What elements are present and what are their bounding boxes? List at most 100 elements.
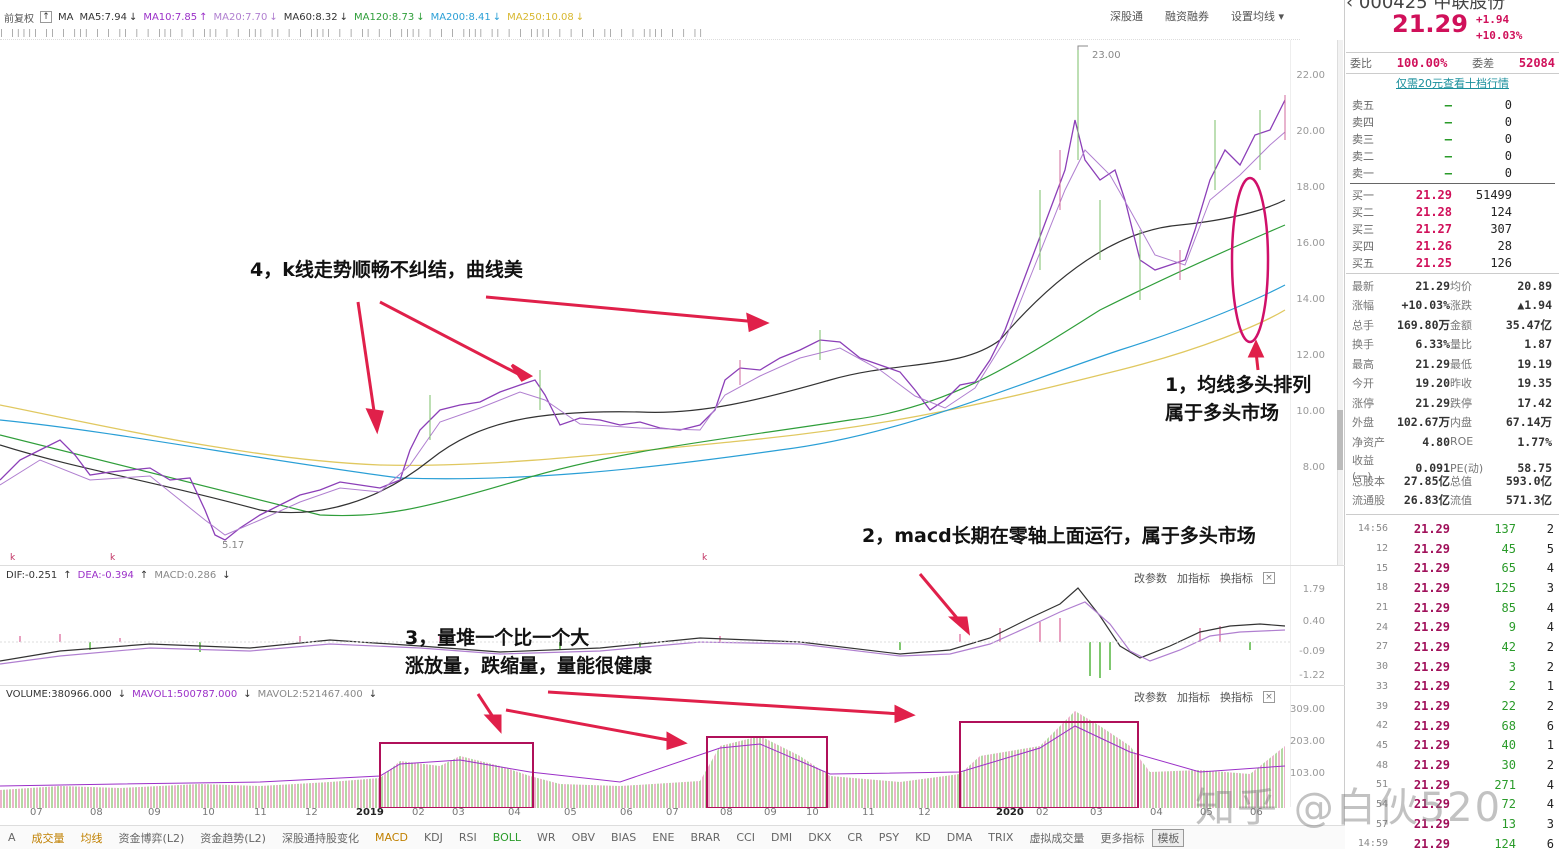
ma-settings-button[interactable]: 设置均线 ▾ bbox=[1230, 10, 1284, 23]
tab-fund-trend[interactable]: 资金趋势(L2) bbox=[200, 831, 266, 845]
order-ratio-row: 委比 100.00% 委差 52084 bbox=[1346, 52, 1559, 74]
tab-more-indicators[interactable]: 更多指标 bbox=[1100, 831, 1145, 845]
tab-dma[interactable]: DMA bbox=[946, 831, 973, 844]
tick-row: 18 21.29 125 3 bbox=[1375, 580, 1554, 595]
macd-close-icon[interactable]: × bbox=[1263, 572, 1275, 584]
tab-dmi[interactable]: DMI bbox=[770, 831, 793, 844]
highlight-ellipse bbox=[1230, 176, 1270, 344]
toggle-icon[interactable]: ↑ bbox=[40, 11, 52, 23]
tick-row: 21 21.29 85 4 bbox=[1375, 600, 1554, 615]
quote-side-panel: ‹ 000425 中联股份 21.29 +1.94 +10.03% 委比 100… bbox=[1346, 0, 1559, 849]
tick-row: 30 21.29 3 2 bbox=[1375, 659, 1554, 674]
ask-row-1: 卖一 —0 bbox=[1352, 165, 1512, 180]
ma-legend-bar: 前复权 ↑ MA MA5:7.94 ↓ MA10:7.85 ↑ MA20:7.70 ↓… bbox=[0, 8, 584, 26]
event-tick-strip: | ||||| || | ||| | | || | | ||| | | ||| … bbox=[0, 28, 1300, 40]
low-price-marker: 5.17 bbox=[222, 540, 244, 551]
tick-row: 15 21.29 65 4 bbox=[1375, 561, 1554, 576]
volume-actions: 改参数 加指标 换指标 × bbox=[1134, 689, 1275, 705]
macd-edit-params-button[interactable]: 改参数 bbox=[1134, 572, 1167, 585]
volume-highlight-box-3 bbox=[959, 721, 1139, 808]
tab-virtual-volume[interactable]: 虚拟成交量 bbox=[1029, 831, 1085, 845]
tab-kd[interactable]: KD bbox=[915, 831, 931, 844]
ask-row-2: 卖二 —0 bbox=[1352, 148, 1512, 163]
ma120-legend: MA120:8.73 ↓ bbox=[353, 11, 425, 23]
tab-dkx[interactable]: DKX bbox=[808, 831, 832, 844]
tick-row: 51 21.29 271 4 bbox=[1375, 777, 1554, 792]
volume-add-indicator-button[interactable]: 加指标 bbox=[1177, 691, 1210, 704]
tab-bias[interactable]: BIAS bbox=[610, 831, 637, 844]
bid-row-1: 买一 21.29 51499 bbox=[1352, 187, 1512, 202]
price-scrollbar[interactable] bbox=[1337, 40, 1343, 565]
macd-chart[interactable] bbox=[0, 566, 1290, 684]
svg-text:k: k bbox=[10, 553, 16, 563]
tab-rsi[interactable]: RSI bbox=[458, 831, 477, 844]
ma250-legend: MA250:10.08 ↓ bbox=[507, 11, 585, 23]
tab-macd[interactable]: MACD bbox=[374, 831, 408, 844]
tick-trades-list[interactable]: 14:56 21.29 137 2 12 21.29 45 5 15 21.29 65 4 18 2… bbox=[1346, 514, 1559, 849]
svg-text:k: k bbox=[110, 553, 116, 563]
quote-header: ‹ 000425 中联股份 21.29 +1.94 +10.03% bbox=[1346, 0, 1559, 52]
chart-area: 前复权 ↑ MA MA5:7.94 ↓ MA10:7.85 ↑ MA20:7.70 ↓… bbox=[0, 0, 1345, 849]
macd-add-indicator-button[interactable]: 加指标 bbox=[1177, 572, 1210, 585]
volume-chart[interactable] bbox=[0, 686, 1290, 808]
tab-trix[interactable]: TRIX bbox=[988, 831, 1014, 844]
tick-row: 24 21.29 9 4 bbox=[1375, 620, 1554, 635]
volume-highlight-box-2 bbox=[706, 736, 828, 808]
tick-row: 54 21.29 72 4 bbox=[1375, 797, 1554, 812]
hk-connect-button[interactable]: 深股通 bbox=[1109, 10, 1143, 23]
tab-psy[interactable]: PSY bbox=[878, 831, 900, 844]
price-scroll-thumb[interactable] bbox=[1337, 410, 1343, 470]
tab-brar[interactable]: BRAR bbox=[690, 831, 721, 844]
x-axis: 07 08 09 10 11 12 2019 02 03 04 05 06 07… bbox=[30, 807, 1263, 818]
tab-ene[interactable]: ENE bbox=[652, 831, 675, 844]
tab-fund-game[interactable]: 资金博弈(L2) bbox=[118, 831, 185, 845]
volume-close-icon[interactable]: × bbox=[1263, 691, 1275, 703]
bid-row-5: 买五 21.25 126 bbox=[1352, 255, 1512, 270]
ask-row-3: 卖三 —0 bbox=[1352, 131, 1512, 146]
annotation-4: 4，k线走势顺畅不纠结，曲线美 bbox=[250, 259, 523, 281]
tab-obv[interactable]: OBV bbox=[571, 831, 595, 844]
kline-chart[interactable]: 23.00 5.17 k k k bbox=[0, 40, 1290, 565]
watermark: 知乎 @白伙520 bbox=[1195, 785, 1503, 831]
tab-hk-holding[interactable]: 深股通持股变化 bbox=[281, 831, 359, 845]
volume-switch-indicator-button[interactable]: 换指标 bbox=[1220, 691, 1253, 704]
tick-row: 14:56 21.29 137 2 bbox=[1357, 521, 1554, 536]
quote-stats: 最新 21.29 均价 20.89 涨幅 +10.03% 涨跌 ▲1.94 总手 169.80… bbox=[1346, 273, 1559, 510]
macd-legend: DIF:-0.251 ↑ DEA:-0.394 ↑ MACD:0.286 ↓ bbox=[6, 570, 231, 581]
macd-y-axis: 1.79 0.40 -0.09 -1.22 bbox=[1290, 566, 1345, 683]
order-book: 卖五 —0 卖四 —0 卖三 —0 卖二 —0 卖一 —0 买一 21.29 51499 买二… bbox=[1346, 94, 1559, 273]
adjust-mode-label[interactable]: 前复权 bbox=[4, 13, 34, 25]
volume-pane[interactable]: VOLUME:380966.000 ↓ MAVOL1:500787.000 ↓ MA… bbox=[0, 685, 1345, 808]
price-pane[interactable]: 23.00 5.17 k k k bbox=[0, 40, 1345, 565]
tick-row: 27 21.29 42 2 bbox=[1375, 639, 1554, 654]
tab-volume[interactable]: 成交量 bbox=[31, 831, 65, 845]
tab-wr[interactable]: WR bbox=[537, 831, 556, 844]
tick-row: 42 21.29 68 6 bbox=[1375, 718, 1554, 733]
ma10-legend: MA10:7.85 ↑ bbox=[143, 11, 208, 23]
stock-title[interactable]: ‹ 000425 中联股份 bbox=[1346, 0, 1506, 13]
tab-boll[interactable]: BOLL bbox=[492, 831, 522, 844]
margin-trading-button[interactable]: 融资融券 bbox=[1164, 10, 1209, 23]
tick-row: 33 21.29 2 1 bbox=[1375, 679, 1554, 694]
tab-template[interactable]: 模板 bbox=[1152, 828, 1185, 847]
tab-ma[interactable]: 均线 bbox=[80, 831, 103, 845]
tab-cci[interactable]: CCI bbox=[736, 831, 755, 844]
tab-a[interactable]: A bbox=[8, 831, 16, 844]
ask-row-5: 卖五 —0 bbox=[1352, 97, 1512, 112]
bid-row-2: 买二 21.28 124 bbox=[1352, 204, 1512, 219]
tab-cr[interactable]: CR bbox=[847, 831, 863, 844]
annotation-2: 2，macd长期在零轴上面运行，属于多头市场 bbox=[862, 525, 1256, 547]
volume-legend: VOLUME:380966.000 ↓ MAVOL1:500787.000 ↓ MA… bbox=[6, 689, 378, 700]
macd-pane[interactable]: DIF:-0.251 ↑ DEA:-0.394 ↑ MACD:0.286 ↓ 改参数 … bbox=[0, 565, 1345, 683]
ma20-legend: MA20:7.70 ↓ bbox=[213, 11, 278, 23]
macd-actions: 改参数 加指标 换指标 × bbox=[1134, 570, 1275, 586]
macd-switch-indicator-button[interactable]: 换指标 bbox=[1220, 572, 1253, 585]
close-price-line bbox=[0, 99, 1286, 541]
annotation-3: 3，量堆一个比一个大 涨放量，跌缩量，量能很健康 bbox=[405, 627, 653, 677]
tick-row: 14:59 21.29 124 6 bbox=[1357, 836, 1554, 849]
level2-promo-link[interactable]: 仅需20元查看十档行情 bbox=[1396, 77, 1509, 90]
bid-row-3: 买三 21.27 307 bbox=[1352, 221, 1512, 236]
tick-row: 45 21.29 40 1 bbox=[1375, 738, 1554, 753]
tab-kdj[interactable]: KDJ bbox=[423, 831, 443, 844]
volume-edit-params-button[interactable]: 改参数 bbox=[1134, 691, 1167, 704]
